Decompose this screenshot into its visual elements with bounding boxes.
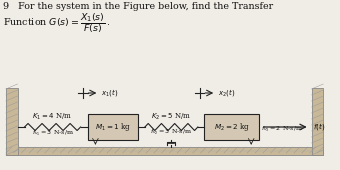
Text: $f_{v_3} = 2$ N-s/m: $f_{v_3} = 2$ N-s/m bbox=[261, 124, 303, 134]
Text: $f_{v_2} = 3$ N-s/m: $f_{v_2} = 3$ N-s/m bbox=[150, 128, 192, 137]
Text: $M_1 = 1$ kg: $M_1 = 1$ kg bbox=[95, 121, 131, 133]
Text: $M_2 = 2$ kg: $M_2 = 2$ kg bbox=[214, 121, 250, 133]
Bar bbox=[311, 88, 323, 155]
Bar bbox=[6, 88, 18, 155]
Text: 9   For the system in the Figure below, find the Transfer: 9 For the system in the Figure below, fi… bbox=[3, 2, 273, 11]
Bar bbox=[88, 114, 138, 140]
Bar bbox=[6, 147, 323, 155]
Bar bbox=[204, 114, 259, 140]
Text: $K_2 = 5$ N/m: $K_2 = 5$ N/m bbox=[151, 111, 191, 122]
Text: Function $G(s) = \dfrac{X_1(s)}{F(s)}\,.$: Function $G(s) = \dfrac{X_1(s)}{F(s)}\,.… bbox=[3, 12, 110, 36]
Text: $x_1(t)$: $x_1(t)$ bbox=[101, 88, 119, 98]
Text: $f(t)$: $f(t)$ bbox=[312, 122, 325, 132]
Text: $x_2(t)$: $x_2(t)$ bbox=[218, 88, 235, 98]
Text: $f_{v_1} = 3$ N-s/m: $f_{v_1} = 3$ N-s/m bbox=[32, 129, 74, 138]
Text: $K_1 = 4$ N/m: $K_1 = 4$ N/m bbox=[32, 111, 73, 122]
